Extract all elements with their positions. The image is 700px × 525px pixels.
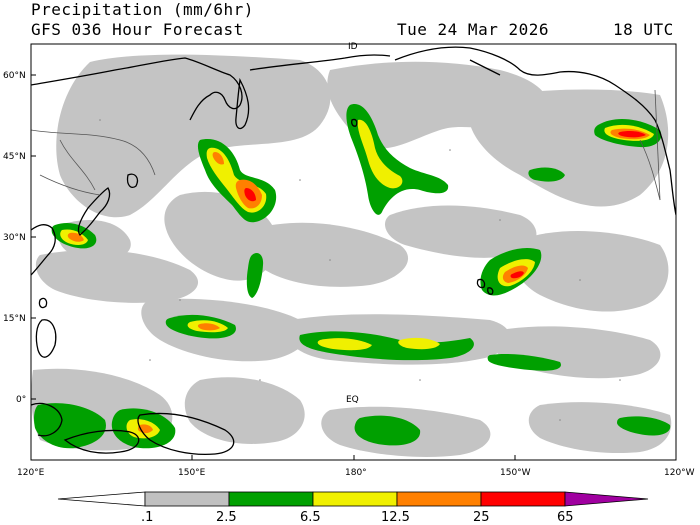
colorbar-label-1: 2.5 (216, 510, 237, 525)
colorbar-label-3: 12.5 (381, 510, 410, 525)
lon-label-150w: 150°W (500, 468, 531, 478)
colorbar-label-4: 25 (473, 510, 490, 525)
lon-label-120e: 120°E (17, 468, 45, 478)
precip-extreme-areas (244, 131, 646, 279)
coastlines (31, 46, 676, 456)
colorbar-segment-1 (144, 491, 230, 507)
lat-label-45n: 45°N (3, 152, 26, 162)
colorbar-segment-6 (564, 491, 649, 507)
map-title: Precipitation (mm/6hr) (31, 0, 254, 19)
forecast-model-label: GFS 036 Hour Forecast (31, 20, 244, 39)
colorbar-segment-2 (228, 491, 314, 507)
colorbar-segment-0 (57, 491, 146, 507)
colorbar-label-0: .1 (141, 510, 153, 525)
lat-label-60n: 60°N (3, 71, 26, 81)
political-borders (31, 89, 661, 201)
colorbar-label-2: 6.5 (300, 510, 321, 525)
forecast-time: 18 UTC (613, 20, 674, 39)
colorbar (57, 491, 649, 507)
forecast-date: Tue 24 Mar 2026 (397, 20, 549, 39)
equator-annotation: EQ (346, 395, 359, 405)
lon-label-120w: 120°W (664, 468, 695, 478)
lat-label-30n: 30°N (3, 233, 26, 243)
lat-label-eq: 0° (16, 395, 26, 405)
lat-label-15n: 15°N (3, 314, 26, 324)
colorbar-label-5: 65 (557, 510, 574, 525)
axis-ticks (31, 74, 516, 460)
grid-dots (99, 119, 621, 421)
lon-label-150e: 150°E (178, 468, 206, 478)
dateline-annotation: ID (348, 42, 358, 52)
colorbar-segment-3 (312, 491, 398, 507)
colorbar-segment-5 (480, 491, 566, 507)
lon-label-180: 180° (345, 468, 367, 478)
map-area (31, 44, 676, 460)
colorbar-segment-4 (396, 491, 482, 507)
